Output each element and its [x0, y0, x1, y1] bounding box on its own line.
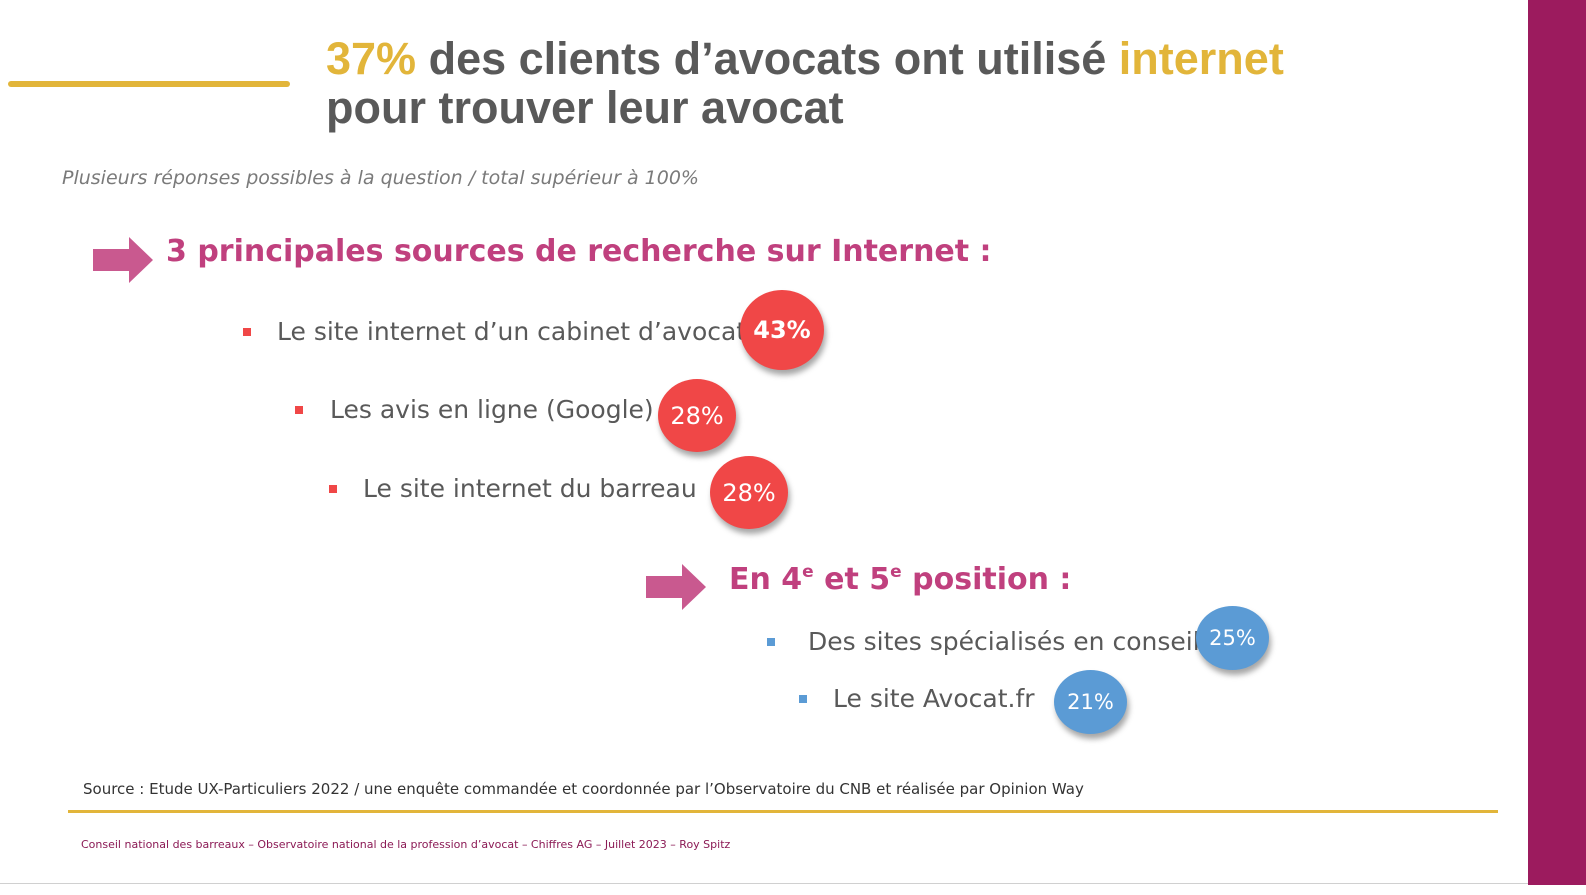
heading-prefix: En 4	[729, 562, 803, 597]
title-highlight-percent: 37%	[326, 33, 417, 84]
square-bullet-icon	[799, 695, 807, 703]
footer-rule	[68, 810, 1498, 813]
title-line1-middle: des clients d’avocats ont utilisé	[416, 33, 1119, 84]
slide-bottom-edge	[0, 883, 1528, 884]
heading-suffix: position :	[901, 562, 1072, 597]
square-bullet-icon	[767, 638, 775, 646]
title-rule	[8, 81, 290, 87]
ordinal-superscript: e	[802, 562, 814, 582]
heading-middle: et 5	[813, 562, 891, 597]
title-accent-word: internet	[1118, 33, 1284, 84]
slide-title: 37% des clients d’avocats ont utilisé in…	[326, 34, 1506, 132]
footer-credits: Conseil national des barreaux – Observat…	[81, 838, 731, 851]
square-bullet-icon	[295, 406, 303, 414]
percent-bubble: 25%	[1196, 606, 1269, 670]
percent-bubble: 28%	[710, 456, 788, 529]
right-accent-bar	[1528, 0, 1586, 885]
right-arrow-icon	[646, 564, 706, 610]
percent-bubble: 43%	[740, 290, 824, 370]
title-line2: pour trouver leur avocat	[326, 82, 844, 133]
percent-bubble: 28%	[658, 379, 736, 452]
ordinal-superscript: e	[890, 562, 902, 582]
list-item-label: Le site Avocat.fr	[833, 684, 1035, 713]
secondary-section-heading: En 4e et 5e position :	[729, 562, 1071, 597]
main-section-heading: 3 principales sources de recherche sur I…	[166, 234, 992, 269]
square-bullet-icon	[243, 328, 251, 336]
list-item-label: Le site internet d’un cabinet d’avocat	[277, 317, 747, 346]
percent-bubble: 21%	[1054, 670, 1127, 734]
source-citation: Source : Etude UX-Particuliers 2022 / un…	[83, 780, 1084, 798]
list-item-label: Les avis en ligne (Google)	[330, 395, 654, 424]
list-item-label: Le site internet du barreau	[363, 474, 697, 503]
question-note: Plusieurs réponses possibles à la questi…	[62, 167, 699, 189]
list-item-label: Des sites spécialisés en conseil	[808, 627, 1200, 656]
square-bullet-icon	[329, 485, 337, 493]
right-arrow-icon	[93, 237, 153, 283]
